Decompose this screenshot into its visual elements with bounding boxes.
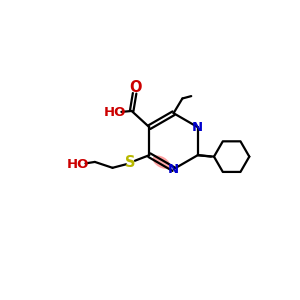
Text: O: O: [129, 80, 141, 95]
Text: HO: HO: [103, 106, 126, 119]
Text: N: N: [168, 163, 179, 176]
Text: N: N: [192, 121, 203, 134]
Text: S: S: [125, 155, 135, 170]
Ellipse shape: [153, 156, 170, 168]
Text: HO: HO: [67, 158, 89, 171]
